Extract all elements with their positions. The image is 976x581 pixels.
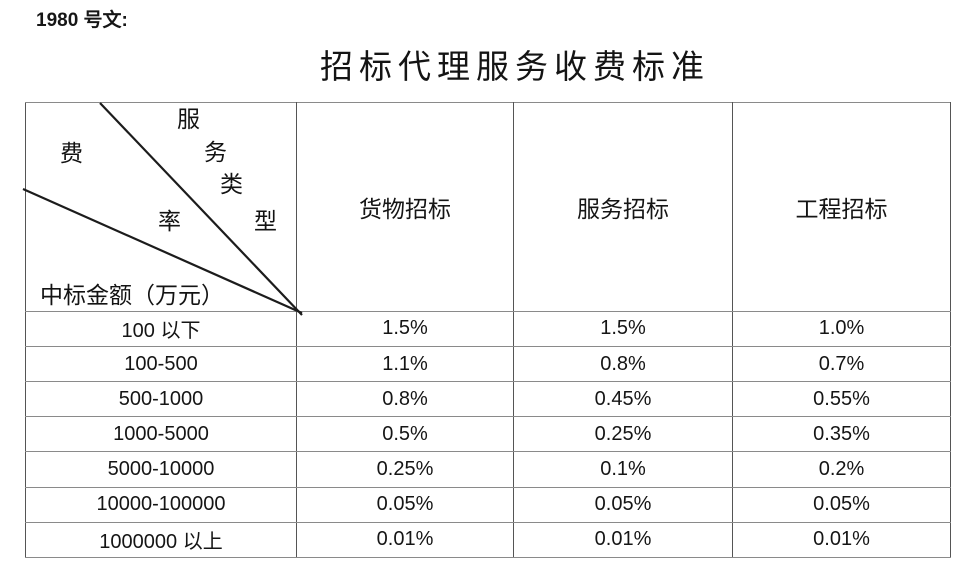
amount-range-cell: 100 以下	[25, 310, 297, 348]
corner-cell-content: 服 务 类 型 费 率 中标金额（万元）	[22, 102, 303, 316]
amount-range-cell: 500-1000	[25, 381, 297, 418]
rate-cell: 0.5%	[296, 416, 514, 453]
corner-label-service-type-char: 类	[220, 172, 243, 197]
rate-cell: 0.01%	[732, 521, 951, 559]
column-header-goods: 货物招标	[296, 102, 514, 312]
rate-cell: 0.25%	[296, 451, 514, 488]
table-header-row: 服 务 类 型 费 率 中标金额（万元） 货物招标 服务招标 工程招标	[22, 102, 951, 316]
rate-cell: 0.7%	[732, 346, 951, 383]
rate-cell: 0.8%	[296, 381, 514, 418]
amount-range-cell: 5000-10000	[25, 451, 297, 488]
rate-cell: 1.1%	[296, 346, 514, 383]
rate-cell: 1.0%	[732, 310, 951, 348]
page-title: 招标代理服务收费标准	[320, 50, 710, 86]
table-row: 10000-100000 0.05% 0.05% 0.05%	[25, 486, 951, 523]
amount-range-cell: 1000000 以上	[25, 521, 297, 559]
rate-cell: 0.35%	[732, 416, 951, 453]
corner-label-service-type-char: 服	[177, 107, 200, 132]
rate-cell: 0.25%	[513, 416, 733, 453]
table-row: 5000-10000 0.25% 0.1% 0.2%	[25, 451, 951, 488]
rate-cell: 0.2%	[732, 451, 951, 488]
table-row: 500-1000 0.8% 0.45% 0.55%	[25, 381, 951, 418]
rate-cell: 0.05%	[732, 486, 951, 523]
diagonal-line-upper	[99, 102, 303, 316]
diagonal-line-lower	[22, 187, 303, 315]
rate-cell: 0.8%	[513, 346, 733, 383]
corner-label-rate-char: 率	[158, 209, 181, 234]
corner-label-bid-amount: 中标金额（万元）	[40, 283, 224, 308]
amount-range-cell: 10000-100000	[25, 486, 297, 523]
rate-cell: 0.55%	[732, 381, 951, 418]
corner-label-service-type-char: 型	[254, 209, 277, 234]
fee-rate-table: 服 务 类 型 费 率 中标金额（万元） 货物招标 服务招标 工程招标 100 …	[22, 102, 951, 559]
table-row: 100 以下 1.5% 1.5% 1.0%	[25, 310, 951, 348]
rate-cell: 0.45%	[513, 381, 733, 418]
diagonal-divider-lines	[22, 102, 303, 316]
rate-cell: 0.01%	[513, 521, 733, 559]
table-row: 1000-5000 0.5% 0.25% 0.35%	[25, 416, 951, 453]
column-header-services: 服务招标	[513, 102, 733, 312]
rate-cell: 0.05%	[296, 486, 514, 523]
rate-cell: 1.5%	[296, 310, 514, 348]
corner-label-service-type-char: 务	[204, 140, 227, 165]
rate-cell: 0.1%	[513, 451, 733, 488]
amount-range-cell: 1000-5000	[25, 416, 297, 453]
rate-cell: 0.05%	[513, 486, 733, 523]
column-header-engineering: 工程招标	[732, 102, 951, 312]
rate-cell: 0.01%	[296, 521, 514, 559]
document-ref-number: 1980 号文:	[36, 10, 128, 31]
amount-range-cell: 100-500	[25, 346, 297, 383]
corner-label-rate-char: 费	[60, 141, 83, 166]
table-row: 1000000 以上 0.01% 0.01% 0.01%	[25, 521, 951, 559]
table-row: 100-500 1.1% 0.8% 0.7%	[25, 346, 951, 383]
rate-cell: 1.5%	[513, 310, 733, 348]
corner-header-cell: 服 务 类 型 费 率 中标金额（万元）	[22, 102, 303, 316]
